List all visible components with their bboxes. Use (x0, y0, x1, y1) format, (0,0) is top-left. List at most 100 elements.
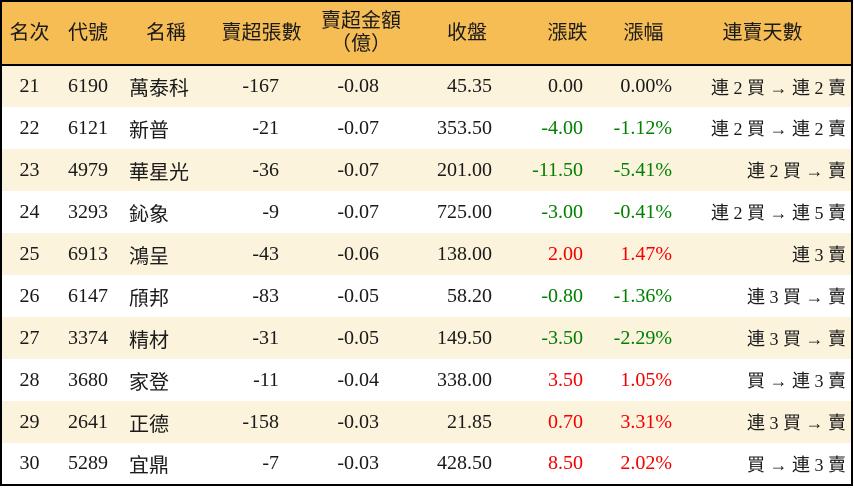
cell-change: -3.50 (541, 326, 583, 349)
table-header: 名次 代號 名稱 賣超張數 賣超金額 （億） 收盤 漲跌 漲幅 連賣天數 (1, 1, 852, 66)
cell-code: 5289 (68, 452, 108, 474)
cell-close: 201.00 (437, 158, 492, 181)
col-header-sell-amount: 賣超金額 （億） (310, 1, 412, 66)
cell-change-pct: 3.31% (620, 410, 672, 433)
cell-sell-volume: -83 (252, 284, 279, 307)
table-row: 25 6913 鴻呈 -43 -0.06 138.00 2.00 1.47% 連… (1, 233, 852, 275)
cell-close: 725.00 (437, 200, 492, 223)
cell-close: 45.35 (447, 75, 492, 97)
cell-streak: 連 2 買 → 連 2 賣 (711, 119, 846, 139)
cell-close: 428.50 (437, 452, 492, 474)
cell-sell-volume: -11 (253, 368, 279, 391)
cell-stock-name: 華星光 (129, 161, 189, 184)
cell-change-pct: 0.00% (620, 75, 672, 97)
cell-streak: 連 2 買 → 連 5 賣 (711, 203, 846, 223)
cell-sell-amount: -0.03 (337, 452, 379, 474)
cell-code: 3374 (68, 326, 108, 349)
cell-sell-volume: -7 (262, 452, 279, 474)
table-row: 23 4979 華星光 -36 -0.07 201.00 -11.50 -5.4… (1, 149, 852, 191)
cell-code: 6913 (68, 242, 108, 265)
cell-sell-volume: -31 (252, 326, 279, 349)
cell-rank: 22 (19, 116, 40, 139)
cell-close: 353.50 (437, 116, 492, 139)
cell-streak: 買 → 連 3 賣 (747, 454, 846, 475)
cell-code: 6147 (68, 284, 108, 307)
col-header-change: 漲跌 (522, 1, 613, 66)
col-header-sell-volume: 賣超張數 (213, 1, 310, 66)
net-sell-ranking-table: 名次 代號 名稱 賣超張數 賣超金額 （億） 收盤 漲跌 漲幅 連賣天數 21 … (0, 0, 853, 486)
cell-stock-name: 精材 (129, 329, 169, 352)
cell-streak: 連 3 買 → 賣 (747, 287, 846, 307)
cell-close: 338.00 (437, 368, 492, 391)
cell-change: 0.70 (548, 410, 583, 433)
cell-change-pct: 1.05% (620, 368, 672, 391)
cell-sell-amount: -0.08 (337, 75, 379, 97)
cell-change: 2.00 (548, 242, 583, 265)
cell-code: 3680 (68, 368, 108, 391)
table-row: 26 6147 頎邦 -83 -0.05 58.20 -0.80 -1.36% … (1, 275, 852, 317)
cell-sell-amount: -0.06 (337, 242, 379, 265)
cell-code: 3293 (68, 200, 108, 223)
cell-close: 138.00 (437, 242, 492, 265)
cell-sell-volume: -167 (242, 75, 279, 97)
table-row: 22 6121 新普 -21 -0.07 353.50 -4.00 -1.12%… (1, 107, 852, 149)
cell-sell-amount: -0.05 (337, 284, 379, 307)
cell-streak: 連 2 買 → 連 2 賣 (711, 77, 846, 98)
cell-sell-amount: -0.07 (337, 200, 379, 223)
cell-rank: 23 (19, 158, 40, 181)
cell-stock-name: 宜鼎 (129, 455, 169, 477)
cell-stock-name: 家登 (129, 371, 169, 394)
cell-stock-name: 頎邦 (129, 287, 169, 310)
cell-change-pct: -2.29% (613, 326, 672, 349)
cell-change: 0.00 (548, 75, 583, 97)
cell-rank: 26 (19, 284, 40, 307)
cell-sell-amount: -0.03 (337, 410, 379, 433)
cell-code: 4979 (68, 158, 108, 181)
cell-rank: 24 (19, 200, 40, 223)
cell-sell-amount: -0.04 (337, 368, 379, 391)
col-header-sell-amount-line1: 賣超金額 (321, 10, 401, 32)
cell-change-pct: -1.36% (613, 284, 672, 307)
cell-sell-volume: -21 (252, 116, 279, 139)
cell-change: -3.00 (541, 200, 583, 223)
cell-sell-volume: -36 (252, 158, 279, 181)
cell-change-pct: 2.02% (620, 452, 672, 474)
cell-stock-name: 正德 (129, 413, 169, 436)
cell-rank: 30 (19, 452, 40, 474)
col-header-close: 收盤 (412, 1, 522, 66)
col-header-code: 代號 (57, 1, 119, 66)
col-header-rank: 名次 (1, 1, 57, 66)
table-row: 28 3680 家登 -11 -0.04 338.00 3.50 1.05% 買… (1, 359, 852, 401)
table-row: 24 3293 鈊象 -9 -0.07 725.00 -3.00 -0.41% … (1, 191, 852, 233)
cell-rank: 29 (19, 410, 40, 433)
col-header-change-pct: 漲幅 (613, 1, 674, 66)
cell-sell-amount: -0.07 (337, 158, 379, 181)
table-row: 29 2641 正德 -158 -0.03 21.85 0.70 3.31% 連… (1, 401, 852, 443)
cell-stock-name: 新普 (129, 119, 169, 142)
cell-change: -4.00 (541, 116, 583, 139)
cell-code: 6121 (68, 116, 108, 139)
cell-streak: 連 3 賣 (792, 245, 846, 265)
cell-close: 21.85 (447, 410, 492, 433)
col-header-sell-amount-line2: （億） (331, 33, 391, 55)
cell-change: -11.50 (532, 158, 583, 181)
table-row: 27 3374 精材 -31 -0.05 149.50 -3.50 -2.29%… (1, 317, 852, 359)
cell-change-pct: -0.41% (613, 200, 672, 223)
cell-change: -0.80 (541, 284, 583, 307)
table-row: 30 5289 宜鼎 -7 -0.03 428.50 8.50 2.02% 買 … (1, 443, 852, 485)
cell-sell-amount: -0.07 (337, 116, 379, 139)
cell-streak: 買 → 連 3 賣 (747, 371, 846, 391)
cell-sell-volume: -9 (262, 200, 279, 223)
col-header-streak: 連賣天數 (674, 1, 852, 66)
cell-stock-name: 萬泰科 (129, 78, 189, 100)
col-header-name: 名稱 (119, 1, 213, 66)
cell-change: 3.50 (548, 368, 583, 391)
cell-rank: 21 (19, 75, 40, 97)
cell-sell-volume: -158 (242, 410, 279, 433)
cell-rank: 27 (19, 326, 40, 349)
cell-streak: 連 3 買 → 賣 (747, 413, 846, 433)
cell-stock-name: 鈊象 (129, 203, 169, 226)
cell-change-pct: -1.12% (613, 116, 672, 139)
cell-change-pct: 1.47% (620, 242, 672, 265)
cell-change-pct: -5.41% (613, 158, 672, 181)
